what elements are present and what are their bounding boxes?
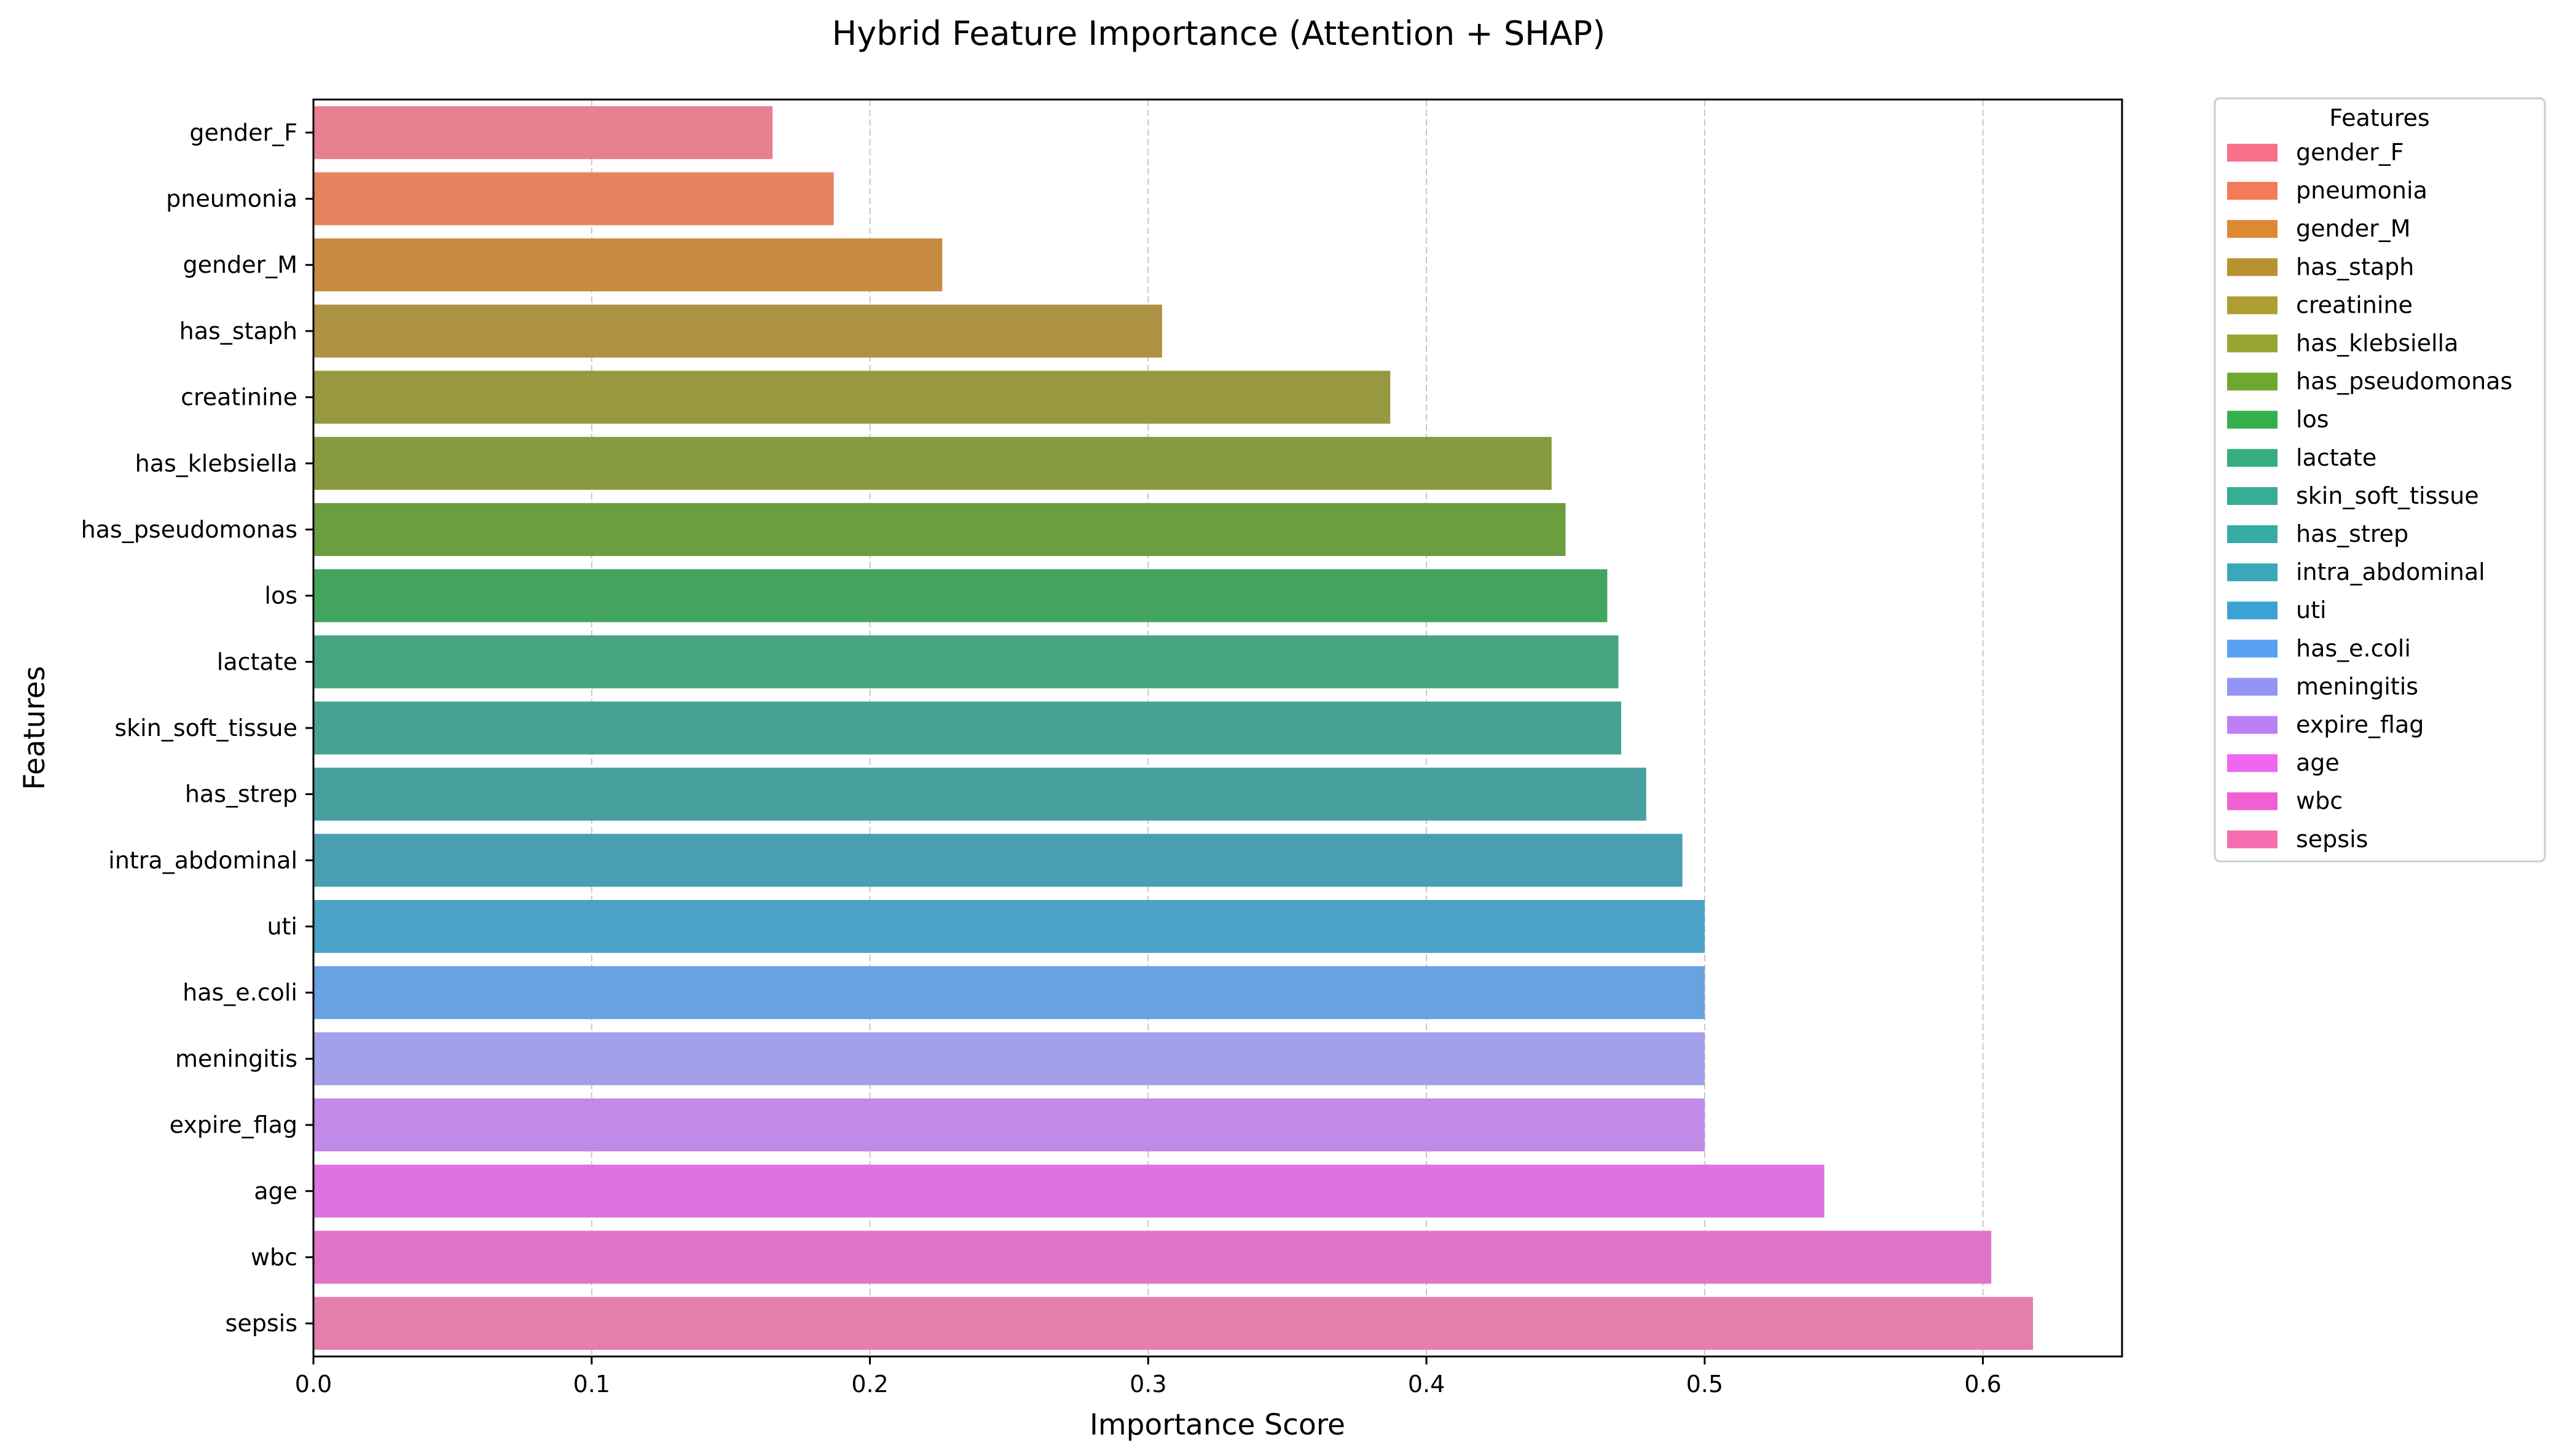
y-tick-label: expire_flag bbox=[170, 1111, 297, 1138]
bar bbox=[313, 503, 1566, 557]
x-tick-label: 0.5 bbox=[1686, 1371, 1723, 1398]
legend-swatch bbox=[2227, 601, 2278, 620]
y-axis-label: Features bbox=[18, 666, 52, 790]
y-tick-label: has_strep bbox=[185, 781, 297, 808]
legend-label: wbc bbox=[2296, 788, 2343, 815]
x-axis-ticks: 0.0 0.1 0.2 0.3 0.4 0.5 0.6 bbox=[295, 1356, 2002, 1398]
legend-label: expire_flag bbox=[2296, 711, 2424, 738]
bar bbox=[313, 966, 1705, 1019]
legend-swatch bbox=[2227, 678, 2278, 696]
y-tick-label: has_staph bbox=[179, 318, 297, 345]
y-tick-label: skin_soft_tissue bbox=[114, 714, 297, 742]
y-tick-label: creatinine bbox=[181, 384, 297, 411]
legend-items: gender_F pneumonia gender_M has_staphcreati… bbox=[2227, 139, 2512, 853]
y-tick-label: lactate bbox=[217, 648, 297, 675]
legend-label: gender_F bbox=[2296, 139, 2404, 166]
bar bbox=[313, 238, 943, 292]
x-tick-label: 0.1 bbox=[573, 1371, 610, 1398]
legend-swatch bbox=[2227, 220, 2278, 238]
bar bbox=[313, 1164, 1825, 1218]
legend-label: gender_M bbox=[2296, 215, 2411, 242]
legend-label: has_staph bbox=[2296, 253, 2414, 280]
bar bbox=[313, 304, 1162, 358]
y-tick-label: gender_F bbox=[189, 119, 297, 146]
y-tick-label: wbc bbox=[251, 1243, 297, 1270]
y-tick-label: pneumonia bbox=[166, 186, 297, 213]
bars bbox=[313, 106, 2034, 1350]
legend-swatch bbox=[2227, 525, 2278, 543]
y-tick-label: has_e.coli bbox=[183, 979, 297, 1006]
y-tick-label: has_pseudomonas bbox=[81, 516, 297, 543]
bar bbox=[313, 899, 1705, 953]
legend-label: los bbox=[2296, 406, 2329, 433]
legend-label: meningitis bbox=[2296, 673, 2418, 700]
legend-label: creatinine bbox=[2296, 291, 2413, 318]
legend-swatch bbox=[2227, 410, 2278, 429]
bar bbox=[313, 1098, 1705, 1152]
y-tick-label: has_klebsiella bbox=[135, 450, 297, 477]
legend-title: Features bbox=[2329, 104, 2429, 131]
legend-swatch bbox=[2227, 182, 2278, 200]
bar bbox=[313, 1231, 1992, 1284]
legend-swatch bbox=[2227, 372, 2278, 391]
legend-swatch bbox=[2227, 716, 2278, 734]
legend-swatch bbox=[2227, 258, 2278, 276]
bar bbox=[313, 437, 1552, 490]
legend-label: uti bbox=[2296, 597, 2327, 624]
x-tick-label: 0.3 bbox=[1130, 1371, 1166, 1398]
legend-label: has_strep bbox=[2296, 520, 2408, 547]
legend-swatch bbox=[2227, 144, 2278, 162]
y-tick-label: meningitis bbox=[175, 1045, 297, 1072]
y-tick-label: uti bbox=[267, 913, 297, 940]
bar bbox=[313, 1297, 2034, 1350]
y-axis-ticks: gender_F pneumonia gender_M has_staphcreati… bbox=[81, 119, 313, 1337]
bar bbox=[313, 635, 1619, 689]
legend-label: has_e.coli bbox=[2296, 635, 2411, 662]
legend-label: skin_soft_tissue bbox=[2296, 482, 2479, 509]
legend-swatch bbox=[2227, 334, 2278, 353]
legend-label: intra_abdominal bbox=[2296, 558, 2485, 585]
bar bbox=[313, 767, 1646, 821]
x-tick-label: 0.0 bbox=[295, 1371, 332, 1398]
legend-swatch bbox=[2227, 830, 2278, 848]
x-axis-label: Importance Score bbox=[1090, 1408, 1345, 1442]
bar bbox=[313, 701, 1622, 755]
legend-box bbox=[2214, 97, 2546, 863]
bar bbox=[313, 834, 1683, 887]
legend-label: lactate bbox=[2296, 444, 2376, 471]
bar bbox=[313, 370, 1391, 424]
legend-swatch bbox=[2227, 448, 2278, 467]
legend-swatch bbox=[2227, 487, 2278, 505]
x-tick-label: 0.6 bbox=[1964, 1371, 2001, 1398]
y-tick-label: sepsis bbox=[226, 1310, 297, 1337]
y-tick-label: los bbox=[264, 582, 297, 609]
chart-title: Hybrid Feature Importance (Attention + S… bbox=[832, 14, 1606, 53]
x-tick-label: 0.2 bbox=[851, 1371, 888, 1398]
legend-swatch bbox=[2227, 640, 2278, 658]
bar bbox=[313, 172, 834, 225]
legend-swatch bbox=[2227, 754, 2278, 772]
legend-label: age bbox=[2296, 750, 2340, 777]
legend-swatch bbox=[2227, 296, 2278, 315]
x-tick-label: 0.4 bbox=[1408, 1371, 1445, 1398]
legend-swatch bbox=[2227, 563, 2278, 582]
y-tick-label: age bbox=[254, 1178, 297, 1205]
bar bbox=[313, 1032, 1705, 1086]
legend-label: sepsis bbox=[2296, 826, 2368, 853]
legend-label: pneumonia bbox=[2296, 177, 2427, 204]
legend-label: has_klebsiella bbox=[2296, 330, 2458, 357]
legend: Features gender_F pneumonia gender_M has_st… bbox=[2214, 97, 2546, 863]
bar bbox=[313, 106, 773, 159]
bar bbox=[313, 569, 1608, 622]
legend-label: has_pseudomonas bbox=[2296, 368, 2512, 395]
y-tick-label: gender_M bbox=[183, 251, 298, 278]
legend-swatch bbox=[2227, 792, 2278, 810]
y-tick-label: intra_abdominal bbox=[108, 847, 297, 874]
